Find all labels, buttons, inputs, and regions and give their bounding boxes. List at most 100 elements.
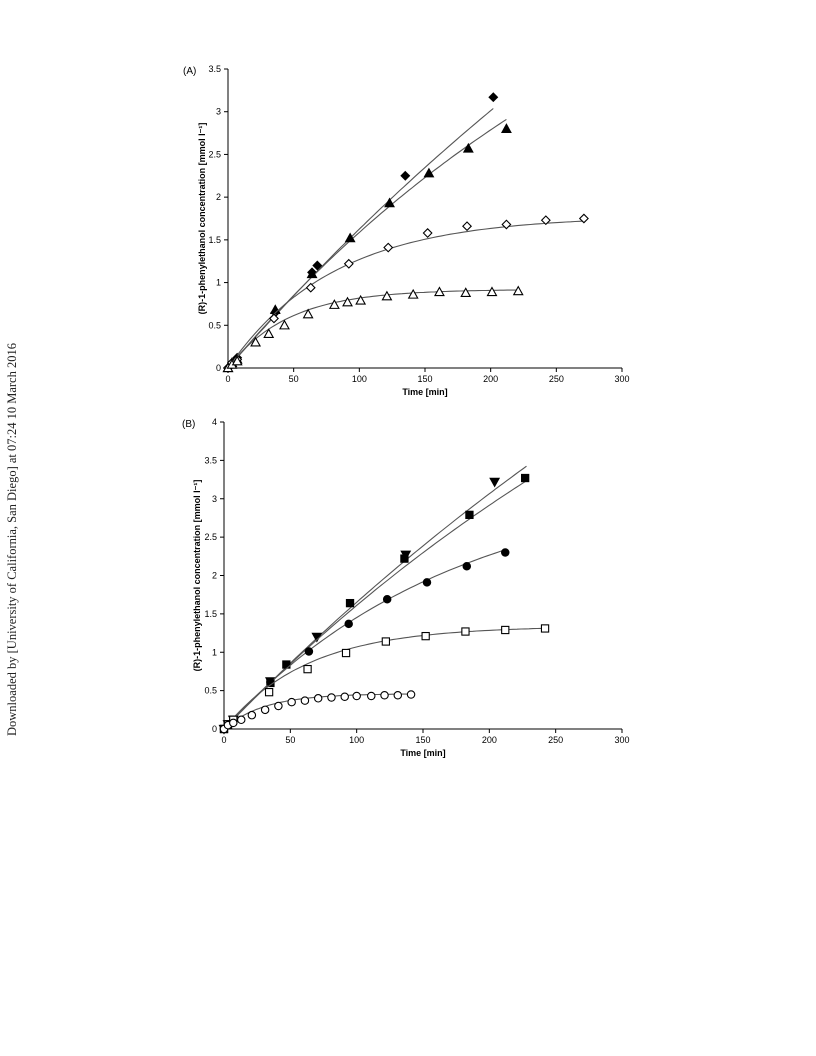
y-tick-label: 1 [216,278,221,288]
fit-line-circle-filled [223,549,506,730]
y-tick-label: 3.5 [204,455,217,465]
data-point-diamond-open [540,215,551,226]
data-point-triangle-filled [462,142,474,153]
data-point-diamond-open [578,213,589,224]
x-tick-label: 200 [483,374,498,384]
data-point-diamond-open [343,258,354,269]
data-point-triangle-filled [384,197,395,208]
x-tick-label: 250 [548,735,563,745]
data-point-circle-filled [344,619,353,629]
data-point-square-filled [465,510,474,520]
data-point-circle-filled [304,647,314,656]
x-tick-label: 100 [352,374,367,384]
x-tick-label: 300 [614,374,629,384]
data-point-diamond-open [422,228,433,239]
data-point-circle-open [313,694,323,703]
data-point-triangle-open [460,287,472,297]
data-point-circle-open [380,690,389,700]
data-point-circle-filled [501,548,510,557]
y-tick-label: 4 [212,417,217,427]
data-point-square-open [303,664,312,674]
x-tick-label: 250 [549,374,564,384]
data-point-square-filled [521,473,530,483]
x-axis-title: Time [min] [400,748,445,758]
y-axis-title: (R)-1-phenylethanol concentration [mmol … [197,123,207,315]
y-tick-label: 0 [216,363,221,373]
x-tick-label: 200 [482,735,497,745]
panel-b: 0 50 100 150 200 250 300 0 0.5 1 1.5 2 2.5 3 3.5 4 (B) Ti… [182,417,630,758]
data-point-circle-open [236,715,246,725]
data-point-diamond-open [268,313,279,324]
data-point-triangle-open [231,355,243,366]
data-point-diamond-open [462,221,473,232]
data-point-triangle-open [279,319,290,330]
data-point-diamond-open [305,282,316,293]
data-point-triangle-open [512,285,524,296]
data-point-circle-open [229,718,238,728]
data-point-triangle-open [434,286,445,297]
fit-line-diamond-open [227,220,584,369]
data-point-circle-open [260,705,270,715]
data-point-circle-open [340,692,349,702]
y-axis-title: (R)-1-phenylethanol concentration [mmol … [192,480,202,672]
data-point-square-open [341,648,351,658]
data-point-diamond-open [501,219,512,230]
y-tick-label: 2 [212,571,217,581]
x-tick-label: 0 [225,374,230,384]
data-point-triangle-open [250,336,262,347]
data-point-square-open [421,631,430,641]
data-point-triangle-open [263,328,275,338]
data-point-diamond-filled [400,170,411,181]
data-point-circle-open [352,691,361,701]
y-tick-label: 3.5 [208,64,221,74]
data-point-square-open [540,624,550,633]
data-point-circle-filled [462,562,472,571]
y-tick-label: 2 [216,192,221,202]
data-point-triangle-open [302,308,314,319]
x-tick-label: 0 [221,735,226,745]
y-tick-label: 1 [212,647,217,657]
data-point-diamond-filled [488,92,499,103]
data-point-triangle-open [486,286,498,297]
x-axis-title: Time [min] [402,387,447,397]
panel-label: (A) [183,66,196,77]
data-point-triangle-open [342,296,353,307]
y-tick-label: 0 [212,724,217,734]
data-point-triangle-open [407,288,419,299]
y-tick-label: 2.5 [208,149,221,159]
data-point-triangle-open [381,290,393,301]
y-tick-label: 1.5 [208,235,221,245]
y-tick-label: 0.5 [204,686,217,696]
data-point-circle-open [367,691,376,701]
data-point-square-open [381,637,391,646]
data-point-diamond-filled [312,260,323,271]
x-tick-label: 300 [614,735,629,745]
data-point-triangle-down-filled [489,477,501,488]
y-tick-label: 1.5 [204,609,217,619]
data-point-square-filled [345,598,355,608]
data-point-circle-open [287,697,296,707]
data-point-circle-filled [382,595,392,604]
x-tick-label: 150 [417,374,432,384]
panel-a: 0 50 100 150 200 250 300 0 0.5 1 1.5 2 2.5 3 3.5 (A) Tim… [183,64,630,397]
data-point-triangle-filled [306,268,318,279]
panel-label: (B) [182,419,195,430]
y-tick-label: 0.5 [208,320,221,330]
data-point-square-open [461,627,470,636]
data-point-circle-open [300,696,310,705]
fit-line-triangle-open [227,289,519,369]
data-point-square-filled [400,554,409,563]
data-point-triangle-open [355,294,367,305]
data-point-circle-filled [422,578,432,587]
data-point-triangle-filled [344,232,356,243]
data-point-circle-open [406,690,416,699]
data-point-triangle-filled [500,123,512,133]
data-point-diamond-open [383,242,394,253]
x-tick-label: 50 [289,374,299,384]
data-point-square-open [501,625,510,635]
x-tick-label: 50 [285,735,295,745]
x-tick-label: 100 [349,735,364,745]
data-point-triangle-filled [423,167,435,178]
data-point-triangle-open [328,299,340,309]
